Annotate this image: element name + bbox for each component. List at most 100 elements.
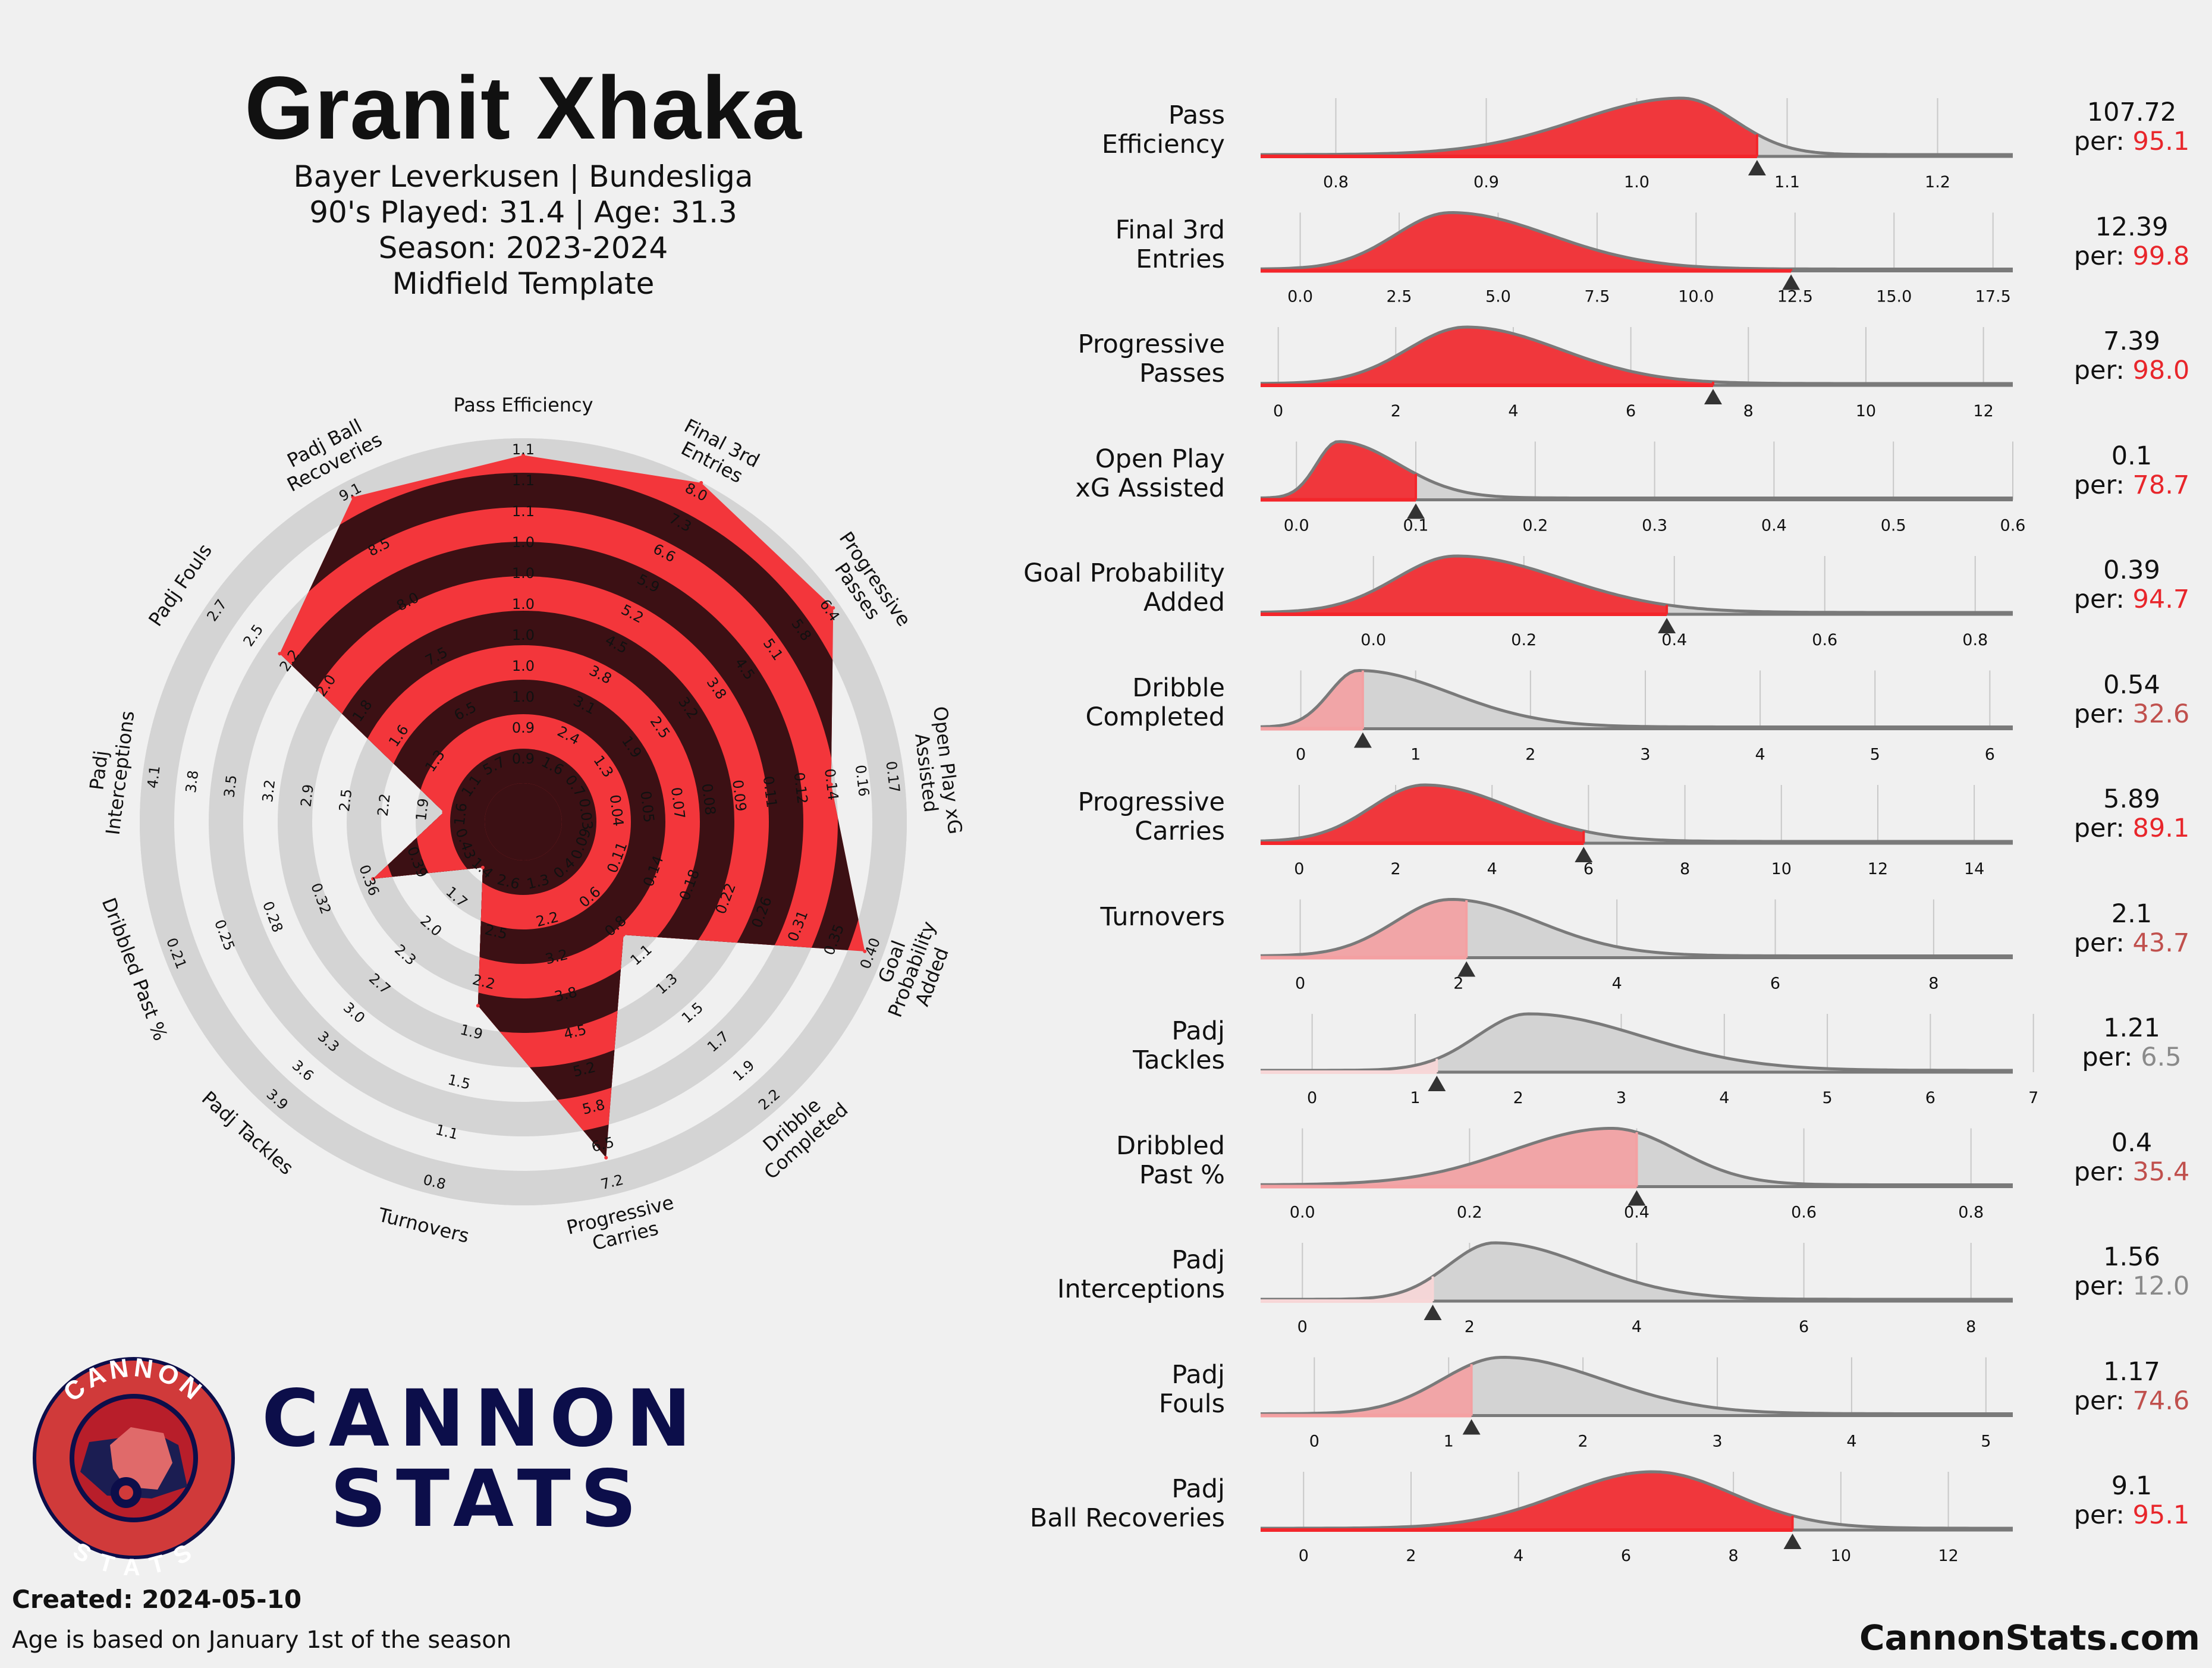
tick-label: 0.2	[1511, 631, 1537, 649]
density-row-dribble-completed: 0 1 2 3 4 5 6	[1260, 668, 2013, 764]
density-curve	[1260, 783, 2013, 843]
metric-value: 9.1 per: 95.1	[2025, 1471, 2212, 1531]
tick-label: 4	[1487, 860, 1497, 878]
tick-label: 0.0	[1290, 1204, 1315, 1222]
density-fill	[1261, 785, 1584, 843]
density-fill	[1261, 899, 1467, 958]
radar-tick-label: 1.0	[512, 658, 535, 674]
tick-label: 2	[1578, 1433, 1588, 1451]
radar-point-dribbled-past	[371, 877, 375, 881]
tick-label: 4	[1755, 746, 1765, 764]
tick-label: 1.1	[1774, 173, 1800, 191]
brand-word-cannon: CANNON	[262, 1373, 701, 1465]
metric-value: 1.17 per: 74.6	[2025, 1357, 2212, 1416]
marker-triangle	[1748, 160, 1766, 175]
tick-label: 2	[1391, 402, 1401, 420]
radar-tick-label: 0.9	[512, 750, 535, 767]
radar-tick-label: 3.5	[221, 774, 240, 799]
tick-label: 0.6	[2000, 517, 2026, 535]
metric-label: Padj Interceptions	[1057, 1245, 1225, 1305]
team-line: Bayer Leverkusen | Bundesliga	[293, 159, 753, 194]
radar-point-progressive-carries	[604, 1155, 608, 1160]
metric-raw-value: 12.39	[2095, 212, 2169, 242]
radar-tick-label: 1.6	[451, 802, 470, 827]
tick-label: 0	[1307, 1089, 1317, 1107]
radar-tick-label: 2.5	[336, 788, 355, 812]
radar-tick-label: 1.9	[413, 797, 432, 822]
tick-label: 3	[1616, 1089, 1626, 1107]
marker-triangle	[1783, 1534, 1802, 1549]
tick-label: 4	[1508, 402, 1518, 420]
radar-tick-label: 0.08	[699, 783, 719, 816]
tick-label: 0	[1273, 402, 1283, 420]
played-line: 90's Played: 31.4 | Age: 31.3	[309, 195, 737, 230]
density-curve	[1260, 440, 2013, 500]
tick-label: 12.5	[1777, 288, 1813, 306]
metric-raw-value: 5.89	[2103, 784, 2160, 814]
radar-tick-label: 1.1	[512, 441, 535, 458]
density-fill	[1261, 1472, 1793, 1530]
tick-label: 15.0	[1876, 288, 1912, 306]
radar-tick-label: 2.2	[375, 793, 394, 817]
radar-point-goal-probability-added	[863, 949, 867, 953]
radar-point-padj-interceptions	[442, 810, 446, 814]
radar-label-open-play-xg-assisted: Open Play xGAssisted	[907, 705, 967, 838]
tick-label: 8	[1729, 1547, 1739, 1565]
radar-tick-label: 0.05	[637, 790, 657, 823]
tick-label: 0.8	[1958, 1204, 1984, 1222]
age-note: Age is based on January 1st of the seaso…	[12, 1626, 512, 1654]
tick-label: 0	[1294, 860, 1304, 878]
metric-value: 1.21 per: 6.5	[2025, 1013, 2212, 1073]
metric-percentile: per: 78.7	[2073, 470, 2190, 500]
metric-label: Goal Probability Added	[1023, 558, 1225, 618]
metric-value: 0.54 per: 32.6	[2025, 670, 2212, 730]
metric-value: 5.89 per: 89.1	[2025, 784, 2212, 844]
marker-triangle	[1704, 389, 1722, 404]
metric-percentile: per: 6.5	[2082, 1042, 2182, 1073]
tick-label: 3	[1712, 1433, 1722, 1451]
tick-label: 5.0	[1485, 288, 1511, 306]
tick-label: 0.0	[1284, 517, 1309, 535]
density-curve	[1260, 211, 2013, 271]
cannon-icon	[110, 1427, 172, 1490]
tick-label: 1.0	[1624, 173, 1649, 191]
tick-label: 17.5	[1975, 288, 2011, 306]
metric-raw-value: 9.1	[2111, 1471, 2153, 1501]
tick-label: 0.4	[1624, 1204, 1649, 1222]
metric-raw-value: 0.1	[2111, 441, 2153, 471]
radar-chart: 0.90.91.01.01.01.01.01.01.11.11.11.62.43…	[80, 394, 967, 1255]
metric-label: Padj Tackles	[1133, 1016, 1225, 1076]
template-line: Midfield Template	[392, 266, 655, 301]
metric-percentile: per: 95.1	[2073, 1500, 2190, 1531]
radar-tick-label: 0.11	[760, 775, 780, 808]
brand-word-stats: STATS	[330, 1453, 646, 1545]
marker-triangle	[1407, 503, 1425, 519]
tick-label: 12	[1938, 1547, 1958, 1565]
tick-label: 0.4	[1661, 631, 1687, 649]
density-area	[1261, 1243, 2013, 1301]
tick-label: 0.6	[1812, 631, 1837, 649]
radar-tick-label: 4.1	[144, 765, 163, 789]
tick-label: 6	[1583, 860, 1594, 878]
tick-label: 0	[1295, 975, 1305, 993]
radar-label-turnovers: Turnovers	[376, 1203, 472, 1247]
tick-label: 1	[1410, 1089, 1420, 1107]
tick-label: 2	[1465, 1318, 1475, 1336]
radar-label-padj-interceptions: PadjInterceptions	[80, 707, 139, 836]
metric-value: 107.72 per: 95.1	[2025, 98, 2212, 157]
metric-value: 0.39 per: 94.7	[2025, 555, 2212, 615]
density-row-goal-probability-added: 0.0 0.2 0.4 0.6 0.8	[1260, 554, 2013, 649]
marker-triangle	[1457, 961, 1476, 977]
radar-tick-label: 3.2	[259, 778, 278, 803]
density-row-padj-ball-recoveries: 0 2 4 6 8 10 12	[1261, 1470, 2013, 1565]
tick-label: 2	[1406, 1547, 1416, 1565]
tick-label: 1	[1410, 746, 1421, 764]
radar-center	[485, 783, 562, 860]
marker-triangle	[1658, 618, 1676, 633]
metric-label: Padj Ball Recoveries	[1029, 1474, 1225, 1534]
metric-value: 7.39 per: 98.0	[2025, 326, 2212, 386]
radar-tick-label: 3.8	[183, 769, 202, 794]
site-url[interactable]: CannonStats.com	[1859, 1617, 2200, 1658]
tick-label: 10	[1856, 402, 1876, 420]
metric-value: 1.56 per: 12.0	[2025, 1242, 2212, 1302]
